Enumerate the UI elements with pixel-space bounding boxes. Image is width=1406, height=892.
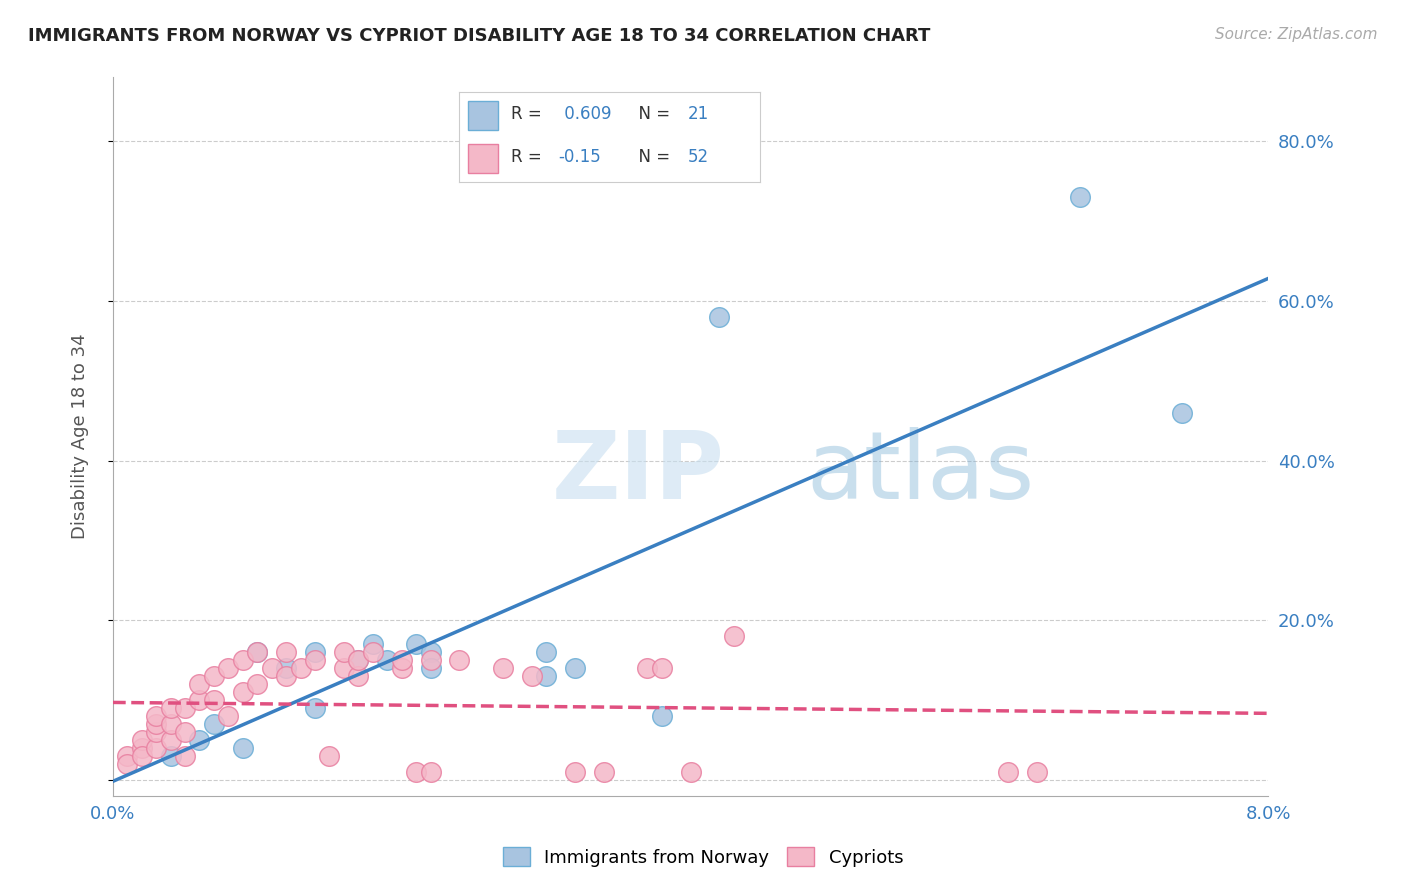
Point: [304, 653, 326, 667]
Point: [361, 645, 384, 659]
Point: [419, 645, 441, 659]
Point: [117, 756, 139, 771]
Point: [188, 693, 211, 707]
Point: [117, 748, 139, 763]
Point: [174, 725, 197, 739]
Point: [333, 645, 356, 659]
Text: atlas: atlas: [806, 426, 1035, 518]
Point: [1170, 406, 1192, 420]
Point: [304, 645, 326, 659]
Point: [709, 310, 731, 324]
Point: [391, 661, 413, 675]
Point: [217, 709, 239, 723]
Point: [145, 725, 167, 739]
Point: [232, 653, 254, 667]
Y-axis label: Disability Age 18 to 34: Disability Age 18 to 34: [72, 334, 89, 540]
Point: [361, 637, 384, 651]
Point: [159, 732, 181, 747]
Point: [276, 645, 298, 659]
Point: [246, 677, 269, 691]
Point: [520, 669, 543, 683]
Point: [492, 661, 515, 675]
Point: [246, 645, 269, 659]
Point: [304, 701, 326, 715]
Point: [534, 669, 557, 683]
Point: [347, 669, 370, 683]
Point: [391, 653, 413, 667]
Point: [131, 748, 153, 763]
Point: [318, 748, 340, 763]
Point: [260, 661, 283, 675]
Point: [202, 669, 225, 683]
Point: [159, 748, 181, 763]
Point: [202, 693, 225, 707]
Point: [188, 677, 211, 691]
Point: [174, 748, 197, 763]
Point: [419, 764, 441, 779]
Point: [534, 645, 557, 659]
Point: [347, 653, 370, 667]
Text: IMMIGRANTS FROM NORWAY VS CYPRIOT DISABILITY AGE 18 TO 34 CORRELATION CHART: IMMIGRANTS FROM NORWAY VS CYPRIOT DISABI…: [28, 27, 931, 45]
Point: [217, 661, 239, 675]
Point: [419, 653, 441, 667]
Point: [188, 732, 211, 747]
Point: [723, 629, 745, 643]
Point: [564, 764, 586, 779]
Point: [232, 740, 254, 755]
Point: [202, 717, 225, 731]
Point: [405, 637, 427, 651]
Point: [636, 661, 658, 675]
Text: ZIP: ZIP: [553, 426, 724, 518]
Point: [145, 717, 167, 731]
Point: [159, 717, 181, 731]
Legend: Immigrants from Norway, Cypriots: Immigrants from Norway, Cypriots: [495, 840, 911, 874]
Point: [131, 732, 153, 747]
Point: [679, 764, 702, 779]
Point: [651, 709, 673, 723]
Point: [405, 764, 427, 779]
Point: [333, 661, 356, 675]
Point: [174, 701, 197, 715]
Point: [997, 764, 1019, 779]
Text: Source: ZipAtlas.com: Source: ZipAtlas.com: [1215, 27, 1378, 42]
Point: [145, 709, 167, 723]
Point: [347, 653, 370, 667]
Point: [564, 661, 586, 675]
Point: [419, 661, 441, 675]
Point: [1026, 764, 1049, 779]
Point: [592, 764, 614, 779]
Point: [449, 653, 471, 667]
Point: [375, 653, 398, 667]
Point: [1069, 190, 1091, 204]
Point: [276, 661, 298, 675]
Point: [276, 669, 298, 683]
Point: [232, 685, 254, 699]
Point: [290, 661, 312, 675]
Point: [159, 701, 181, 715]
Point: [651, 661, 673, 675]
Point: [246, 645, 269, 659]
Point: [131, 740, 153, 755]
Point: [145, 740, 167, 755]
